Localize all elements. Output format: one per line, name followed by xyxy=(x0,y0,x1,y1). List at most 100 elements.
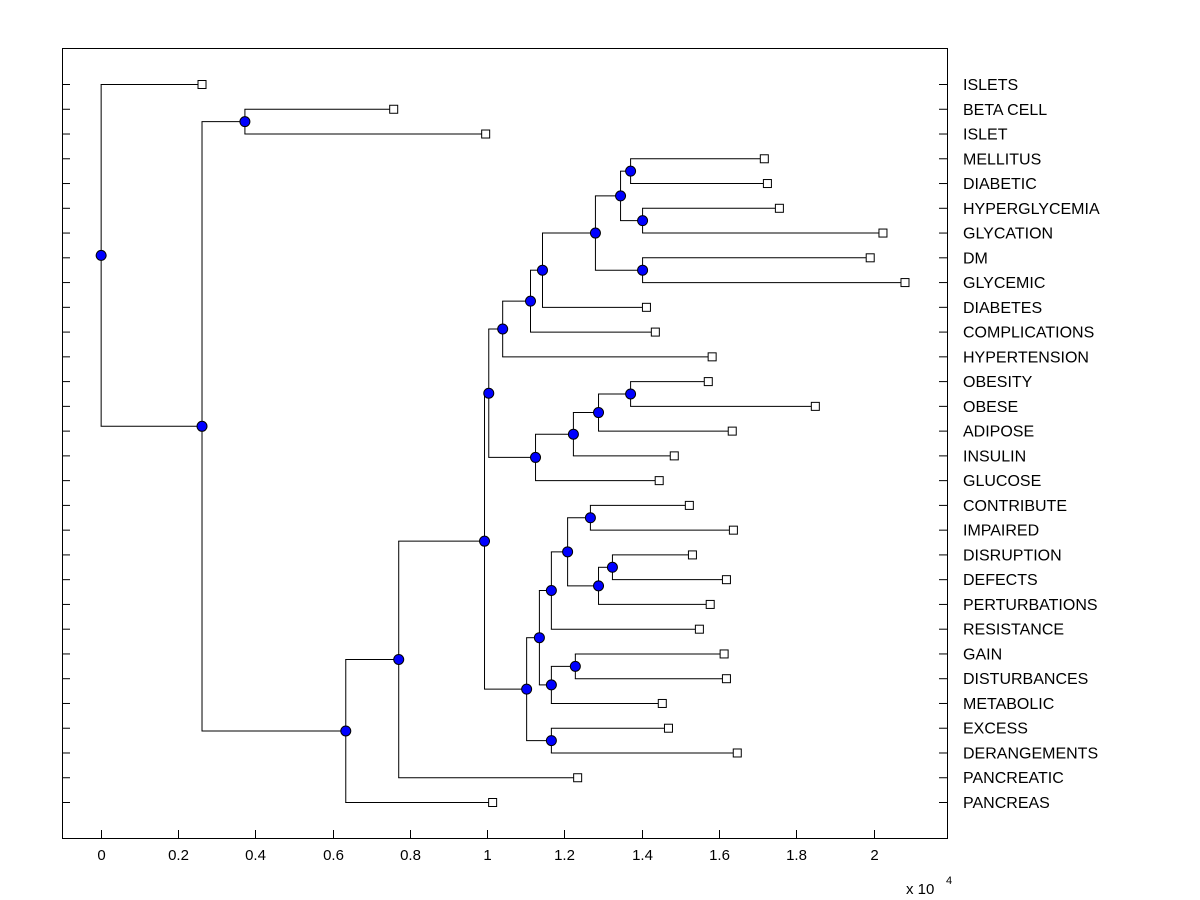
cluster-node xyxy=(606,561,618,573)
cluster-node xyxy=(562,546,574,558)
leaf-label: DEFECTS xyxy=(963,572,1038,589)
leaf-label: ISLET xyxy=(963,127,1008,144)
leaf-marker xyxy=(865,253,875,263)
leaf-marker xyxy=(663,723,673,733)
cluster-node xyxy=(637,215,649,227)
cluster-node xyxy=(593,580,605,592)
leaf-marker xyxy=(703,377,713,387)
tree-layer xyxy=(95,80,910,807)
cluster-node xyxy=(593,407,605,419)
x-exponent-label: x 10 xyxy=(906,881,934,898)
leaf-label: GLYCATION xyxy=(963,226,1053,243)
leaf-marker xyxy=(900,278,910,288)
cluster-node xyxy=(497,323,509,335)
leaf-label: ISLETS xyxy=(963,77,1018,94)
leaf-label: GLYCEMIC xyxy=(963,275,1045,292)
leaf-marker xyxy=(197,80,207,89)
leaf-marker xyxy=(728,525,738,535)
leaf-label: BETA CELL xyxy=(963,102,1047,119)
cluster-node xyxy=(637,264,649,276)
x-tick-label: 2 xyxy=(870,847,878,864)
leaf-marker xyxy=(878,228,888,238)
plot-frame xyxy=(62,48,948,839)
cluster-node xyxy=(567,428,579,440)
leaf-label: HYPERGLYCEMIA xyxy=(963,201,1100,218)
leaf-label: PERTURBATIONS xyxy=(963,597,1098,614)
x-axis: 0 0.2 0.4 0.6 0.8 1 1.2 1.4 1.6 1.8 2 xyxy=(62,84,947,864)
leaf-labels: ISLETS BETA CELL ISLET MELLITUS DIABETIC HYPE… xyxy=(963,77,1100,812)
cluster-node xyxy=(479,535,491,547)
cluster-node xyxy=(521,683,533,695)
leaf-marker xyxy=(719,649,729,659)
cluster-node xyxy=(525,295,537,307)
x-tick-label: 1.8 xyxy=(786,847,807,864)
cluster-node xyxy=(615,190,627,202)
leaf-label: CONTRIBUTE xyxy=(963,498,1067,515)
leaf-label: ADIPOSE xyxy=(963,424,1034,441)
cluster-node xyxy=(625,165,637,177)
leaf-marker xyxy=(481,129,491,139)
leaf-marker xyxy=(762,179,772,189)
cluster-node xyxy=(625,388,637,400)
leaf-label: COMPLICATIONS xyxy=(963,325,1094,342)
leaf-label: DISRUPTION xyxy=(963,547,1062,564)
leaf-label: INSULIN xyxy=(963,448,1026,465)
x-tick-label: 0 xyxy=(97,847,105,864)
leaf-label: METABOLIC xyxy=(963,696,1054,713)
cluster-node xyxy=(545,735,557,747)
cluster-node xyxy=(483,387,495,399)
leaf-marker xyxy=(694,624,704,634)
cluster-node xyxy=(393,653,405,665)
leaf-label: DIABETIC xyxy=(963,176,1037,193)
x-tick-label: 1.2 xyxy=(554,847,575,864)
cluster-node xyxy=(584,512,596,524)
cluster-node xyxy=(239,116,251,128)
cluster-node xyxy=(545,585,557,597)
leaf-label: GAIN xyxy=(963,646,1002,663)
cluster-node xyxy=(340,725,352,737)
leaf-label: OBESE xyxy=(963,399,1018,416)
leaf-marker xyxy=(727,426,737,436)
leaf-label: MELLITUS xyxy=(963,151,1041,168)
leaf-marker xyxy=(669,451,679,461)
leaf-marker xyxy=(687,550,697,560)
x-tick-label: 0.6 xyxy=(323,847,344,864)
leaf-marker xyxy=(707,352,717,362)
leaf-label: PANCREATIC xyxy=(963,770,1064,787)
leaf-marker xyxy=(759,154,769,164)
leaf-marker xyxy=(684,500,694,510)
leaf-marker xyxy=(573,773,583,783)
leaf-marker xyxy=(641,302,651,312)
x-tick-label: 1.6 xyxy=(709,847,730,864)
leaf-marker xyxy=(705,599,715,609)
cluster-node xyxy=(569,660,581,672)
leaf-marker xyxy=(650,327,660,337)
leaf-label: DIABETES xyxy=(963,300,1042,317)
cluster-node xyxy=(545,679,557,691)
leaf-label: RESISTANCE xyxy=(963,622,1064,639)
leaf-marker xyxy=(810,401,820,411)
leaf-label: DISTURBANCES xyxy=(963,671,1088,688)
cluster-node xyxy=(589,227,601,239)
leaf-label: OBESITY xyxy=(963,374,1033,391)
leaf-marker xyxy=(488,798,498,807)
x-tick-label: 0.2 xyxy=(168,847,189,864)
leaf-marker xyxy=(654,476,664,486)
leaf-label: DERANGEMENTS xyxy=(963,745,1098,762)
cluster-node xyxy=(196,420,208,432)
leaf-marker xyxy=(774,203,784,213)
leaf-label: DM xyxy=(963,250,988,267)
leaf-label: GLUCOSE xyxy=(963,473,1041,490)
x-tick-label: 0.8 xyxy=(400,847,421,864)
cluster-node xyxy=(530,451,542,463)
leaf-label: IMPAIRED xyxy=(963,523,1039,540)
x-exponent: 4 xyxy=(946,875,952,887)
leaf-label: HYPERTENSION xyxy=(963,349,1089,366)
x-tick-label: 1.4 xyxy=(632,847,653,864)
leaf-marker xyxy=(732,748,742,758)
leaf-marker xyxy=(721,674,731,684)
leaf-label: EXCESS xyxy=(963,721,1028,738)
cluster-node xyxy=(533,632,545,644)
x-tick-label: 1 xyxy=(483,847,491,864)
